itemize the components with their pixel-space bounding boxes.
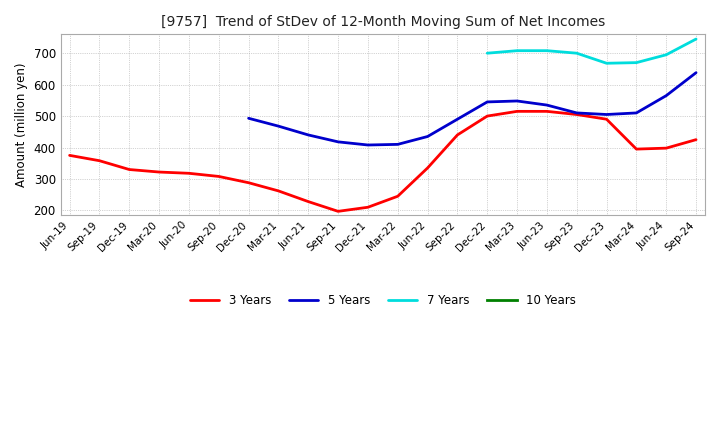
- 5 Years: [662, 93, 670, 98]
- 3 Years: [304, 199, 312, 204]
- Title: [9757]  Trend of StDev of 12-Month Moving Sum of Net Incomes: [9757] Trend of StDev of 12-Month Moving…: [161, 15, 605, 29]
- 3 Years: [155, 169, 163, 175]
- 3 Years: [602, 117, 611, 122]
- 5 Years: [632, 110, 641, 116]
- 5 Years: [543, 103, 552, 108]
- 5 Years: [483, 99, 492, 105]
- 3 Years: [692, 137, 701, 142]
- 3 Years: [66, 153, 74, 158]
- 5 Years: [602, 112, 611, 117]
- 5 Years: [304, 132, 312, 138]
- 5 Years: [423, 134, 432, 139]
- 3 Years: [274, 188, 283, 194]
- 3 Years: [95, 158, 104, 163]
- 7 Years: [483, 51, 492, 56]
- 7 Years: [602, 61, 611, 66]
- 5 Years: [244, 116, 253, 121]
- 7 Years: [513, 48, 521, 53]
- 3 Years: [334, 209, 343, 214]
- 3 Years: [244, 180, 253, 185]
- 3 Years: [215, 174, 223, 179]
- 3 Years: [393, 194, 402, 199]
- Legend: 3 Years, 5 Years, 7 Years, 10 Years: 3 Years, 5 Years, 7 Years, 10 Years: [185, 290, 580, 312]
- 3 Years: [662, 146, 670, 151]
- 3 Years: [423, 165, 432, 171]
- 5 Years: [274, 124, 283, 129]
- 5 Years: [334, 139, 343, 144]
- 3 Years: [513, 109, 521, 114]
- 7 Years: [632, 60, 641, 65]
- 3 Years: [543, 109, 552, 114]
- 5 Years: [364, 143, 372, 148]
- 3 Years: [483, 114, 492, 119]
- 3 Years: [364, 205, 372, 210]
- Y-axis label: Amount (million yen): Amount (million yen): [15, 62, 28, 187]
- 3 Years: [453, 132, 462, 138]
- 7 Years: [543, 48, 552, 53]
- Line: 3 Years: 3 Years: [70, 111, 696, 211]
- 3 Years: [632, 147, 641, 152]
- Line: 7 Years: 7 Years: [487, 39, 696, 63]
- Line: 5 Years: 5 Years: [248, 73, 696, 145]
- 3 Years: [184, 171, 193, 176]
- 5 Years: [513, 99, 521, 104]
- 5 Years: [692, 70, 701, 75]
- 5 Years: [453, 117, 462, 122]
- 7 Years: [662, 52, 670, 57]
- 5 Years: [572, 110, 581, 116]
- 3 Years: [572, 112, 581, 117]
- 5 Years: [393, 142, 402, 147]
- 3 Years: [125, 167, 134, 172]
- 7 Years: [572, 51, 581, 56]
- 7 Years: [692, 37, 701, 42]
